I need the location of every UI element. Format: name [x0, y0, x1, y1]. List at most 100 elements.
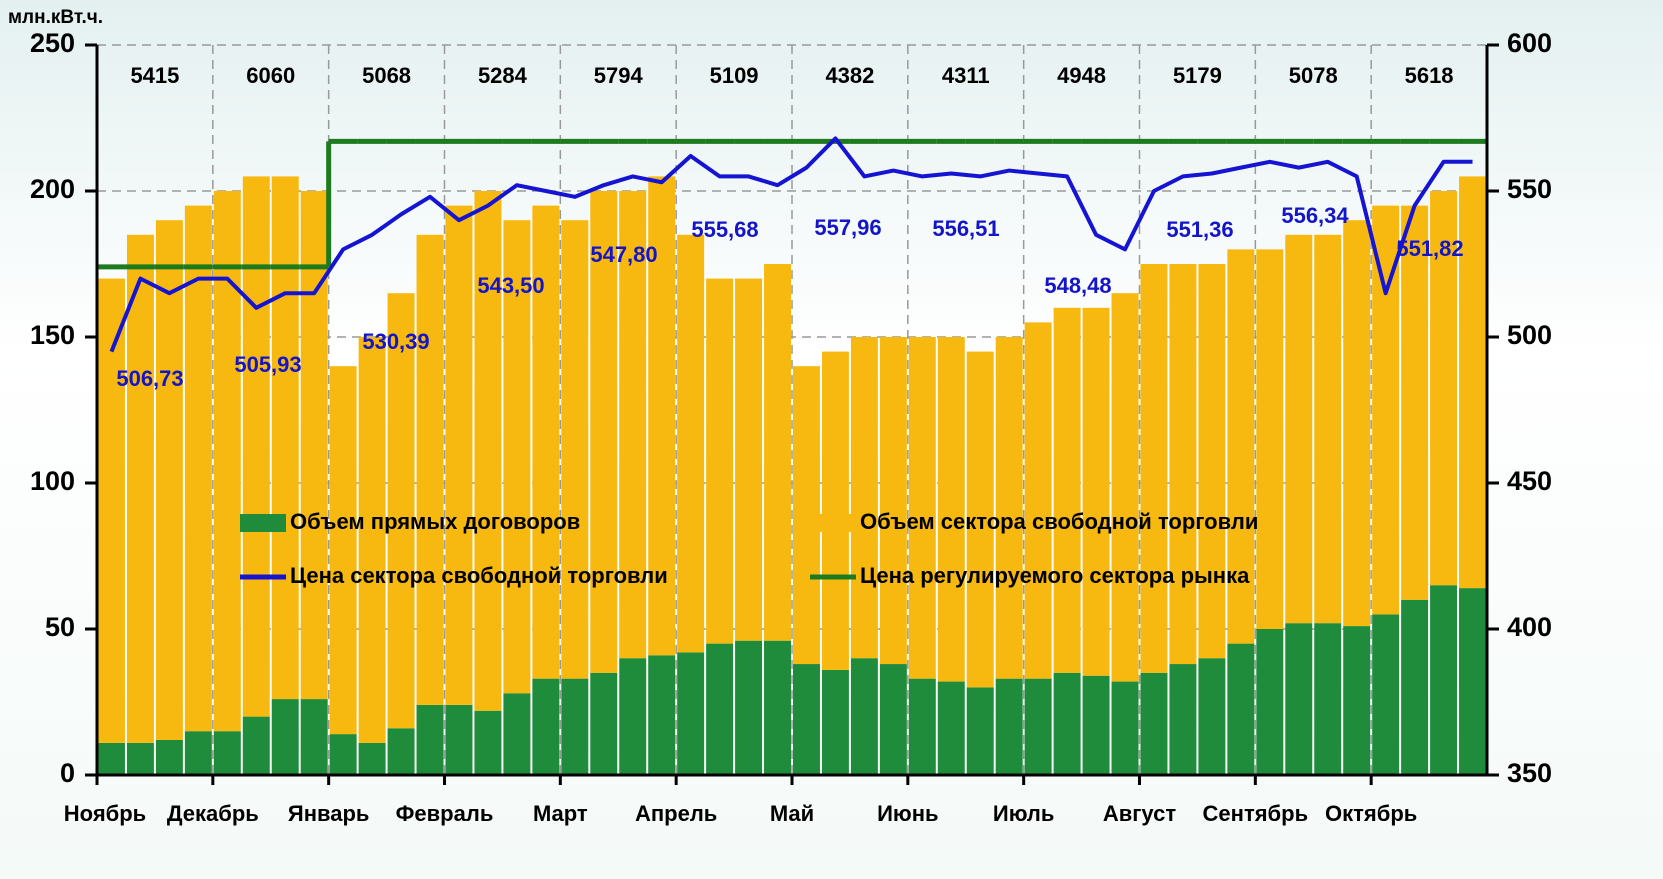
monthly-price-label: 505,93: [234, 352, 301, 377]
y-tick-label: 0: [60, 758, 75, 788]
x-tick-label: Сентябрь: [1203, 801, 1309, 826]
bar-segment: [966, 351, 994, 688]
x-tick-label: Апрель: [635, 801, 717, 826]
x-tick-label: Май: [770, 801, 814, 826]
bar-segment: [764, 264, 791, 641]
bar-segment: [1401, 599, 1429, 775]
monthly-price-label: 551,36: [1166, 217, 1233, 242]
bar-segment: [1024, 322, 1052, 679]
bar-segment: [1169, 664, 1197, 775]
bar-segment: [1140, 672, 1168, 775]
bar-segment: [1256, 249, 1284, 629]
bar-segment: [1401, 205, 1429, 600]
monthly-price-label: 547,80: [590, 242, 657, 267]
bar-segment: [474, 710, 502, 775]
x-tick-label: Июль: [993, 801, 1055, 826]
price-line: [109, 136, 1473, 353]
bar-segment: [677, 234, 705, 653]
legend-label: Цена сектора свободной торговли: [290, 563, 668, 588]
bar-segment: [821, 351, 849, 670]
bar-segment: [1227, 643, 1255, 775]
bar-segment: [416, 704, 444, 775]
bar-segment: [1140, 264, 1168, 673]
bar-segment: [1430, 191, 1458, 586]
monthly-price-label: 555,68: [691, 217, 758, 242]
monthly-total: 4311: [942, 63, 990, 88]
legend-swatch: [240, 514, 286, 532]
bar-segment: [648, 655, 676, 775]
bar-segment: [1372, 205, 1400, 615]
bar-segment: [1082, 307, 1110, 676]
y2-tick-label: 400: [1507, 612, 1552, 642]
bar-segment: [503, 693, 531, 775]
bar-segment: [1082, 675, 1110, 775]
x-tick-label: Октябрь: [1325, 801, 1417, 826]
x-tick-label: Март: [533, 801, 588, 826]
bar-segment: [706, 643, 734, 775]
monthly-total: 5068: [362, 63, 411, 88]
bar-segment: [908, 337, 936, 679]
bar-segment: [1285, 234, 1313, 624]
bar-segment: [474, 191, 502, 711]
bar-segment: [590, 672, 618, 775]
x-tick-label: Июнь: [877, 801, 938, 826]
bar-segment: [271, 699, 299, 775]
bar-segment: [821, 669, 849, 775]
bar-segment: [1459, 588, 1486, 775]
y-tick-label: 200: [30, 174, 75, 204]
monthly-total: 5078: [1289, 63, 1338, 88]
bar-segment: [648, 176, 676, 656]
monthly-total: 4382: [825, 63, 874, 88]
monthly-price-label: 548,48: [1044, 273, 1111, 298]
bar-segment: [1053, 672, 1081, 775]
bar-segment: [1459, 176, 1486, 589]
bar-segment: [98, 278, 125, 743]
y-tick-label: 150: [30, 320, 75, 350]
monthly-total: 5179: [1173, 63, 1222, 88]
bar-segment: [184, 205, 212, 732]
bar-segment: [271, 176, 299, 700]
bar-segment: [155, 739, 183, 775]
legend-label: Цена регулируемого сектора рынка: [860, 563, 1250, 588]
bar-segment: [242, 176, 270, 717]
bar-segment: [98, 742, 125, 775]
x-tick-label: Январь: [288, 801, 370, 826]
bar-segment: [850, 658, 878, 775]
bar-segment: [1111, 681, 1139, 775]
bar-segment: [1227, 249, 1255, 644]
bar-segment: [1343, 220, 1371, 627]
bar-segment: [329, 366, 357, 735]
monthly-price-label: 551,82: [1396, 236, 1463, 261]
y-tick-label: 250: [30, 28, 75, 58]
bar-segment: [126, 234, 154, 743]
monthly-price-label: 557,96: [814, 215, 881, 240]
bar-segment: [937, 337, 965, 682]
bar-segment: [1169, 264, 1197, 665]
bar-segment: [735, 640, 763, 775]
bar-segment: [879, 337, 907, 665]
bar-segment: [1256, 629, 1284, 775]
x-tick-label: Август: [1103, 801, 1176, 826]
x-tick-label: Февраль: [396, 801, 494, 826]
bar-segment: [677, 652, 705, 775]
bar-segment: [1111, 293, 1139, 682]
y-axis-label: млн.кВт.ч.: [8, 7, 103, 28]
bar-segment: [1314, 623, 1342, 775]
bar-segment: [1343, 626, 1371, 775]
bar-segment: [1430, 585, 1458, 775]
x-tick-label: Ноябрь: [64, 801, 146, 826]
monthly-price-label: 556,51: [932, 216, 999, 241]
bar-segment: [503, 220, 531, 694]
bar-segment: [793, 664, 820, 775]
legend-label: Объем сектора свободной торговли: [860, 509, 1258, 534]
bar-segment: [532, 205, 560, 679]
bar-segment: [445, 205, 473, 705]
monthly-total: 5109: [710, 63, 759, 88]
bar-segment: [126, 742, 154, 775]
y-tick-label: 50: [45, 612, 75, 642]
monthly-total: 5794: [594, 63, 644, 88]
bar-segment: [300, 699, 328, 775]
bar-segment: [387, 293, 415, 729]
bar-segment: [995, 678, 1023, 775]
monthly-total: 5618: [1405, 63, 1454, 88]
